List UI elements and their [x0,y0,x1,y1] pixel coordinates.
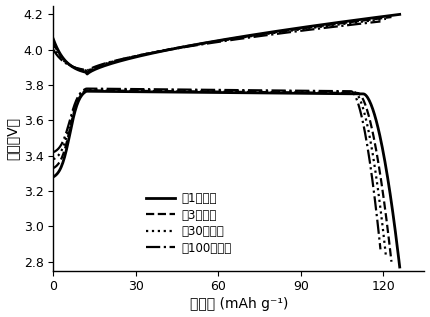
第1周循环 [164,48,169,52]
第3周循环 [51,41,56,45]
第30周循环 [160,49,165,52]
第100周循环 [378,20,383,23]
第1周循环 [93,67,98,71]
第100周循环 [158,49,163,53]
第30周循环 [84,70,89,74]
第3周循环 [296,27,301,31]
第3周循环 [264,31,270,35]
第1周循环 [189,43,194,47]
第1周循环 [301,25,307,29]
第3周循环 [162,49,167,52]
第3周循环 [84,71,89,75]
X-axis label: 比容量 (mAh g⁻¹): 比容量 (mAh g⁻¹) [190,297,288,311]
第30周循环 [293,28,298,32]
第100周循环 [84,69,89,73]
第3周循环 [185,44,190,48]
Line: 第1周循环: 第1周循环 [53,14,400,74]
第1周循环 [270,30,275,34]
第30周循环 [183,44,188,48]
第3周循环 [92,66,98,70]
Y-axis label: 电位（V）: 电位（V） [6,117,19,159]
Line: 第3周循环: 第3周循环 [53,17,391,73]
第100周循环 [91,65,96,69]
第30周循环 [51,44,56,48]
第100周循环 [288,30,293,34]
第1周循环 [397,12,402,16]
第100周循环 [257,34,262,38]
Line: 第100周循环: 第100周循环 [53,22,381,71]
第100周循环 [181,45,186,49]
第30周循环 [92,66,97,69]
第3周循环 [389,15,394,19]
第30周循环 [292,28,297,32]
第100周循环 [289,30,295,34]
第30周循环 [261,33,266,36]
Line: 第30周循环: 第30周循环 [53,19,386,72]
第3周循环 [298,27,303,31]
Legend: 第1周循环, 第3周循环, 第30周循环, 第100周循环: 第1周循环, 第3周循环, 第30周循环, 第100周循环 [141,187,236,259]
第100周循环 [51,48,56,52]
第1周循环 [51,37,56,41]
第1周循环 [303,25,308,29]
第30周循环 [384,17,389,21]
第1周循环 [85,72,90,76]
